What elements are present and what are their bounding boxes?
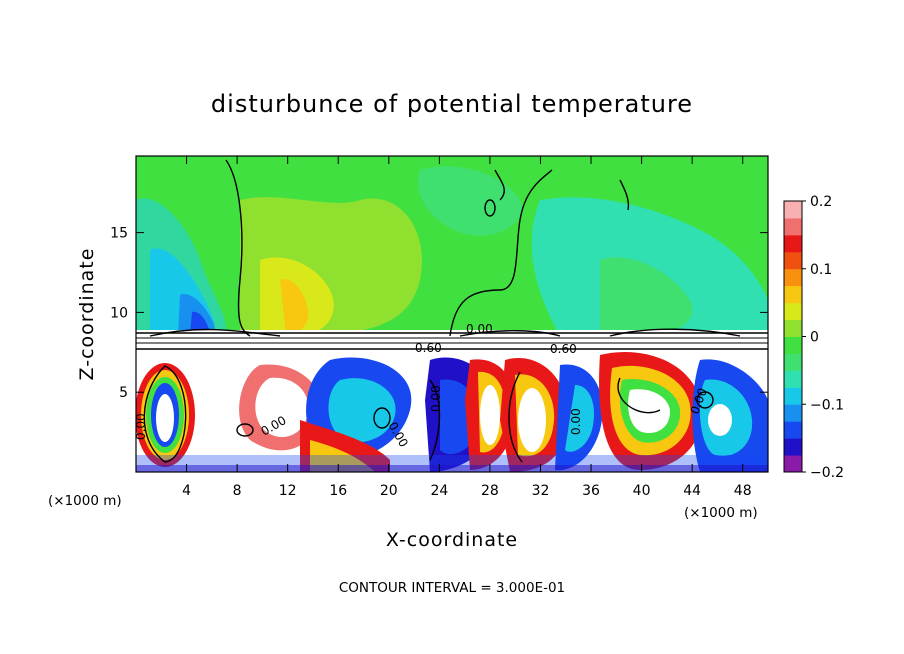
- colorbar-swatch: [784, 353, 802, 371]
- x-tick-label: 4: [182, 483, 191, 499]
- colorbar-swatch: [784, 421, 802, 439]
- contour-label: 0.00: [134, 413, 148, 440]
- contour-label: 0.00: [429, 385, 443, 412]
- colorbar-label: 0.1: [810, 262, 832, 278]
- colorbar-swatch: [784, 251, 802, 270]
- colorbar-swatch: [784, 319, 802, 337]
- y-axis: 5 10 15: [110, 226, 768, 401]
- contour-label: 0.00: [569, 408, 583, 435]
- y-axis-label: Z-coordinate: [76, 248, 98, 381]
- colorbar-swatch: [784, 268, 802, 287]
- y-tick-label: 15: [110, 226, 128, 242]
- contour-label: 0.60: [550, 342, 577, 356]
- x-tick-label: 8: [233, 483, 242, 499]
- upper-blob-lime-right: [600, 257, 693, 335]
- colorbar-label: −0.2: [810, 465, 844, 481]
- lower-vortices: [136, 352, 768, 472]
- colorbar-swatch: [784, 302, 802, 321]
- colorbar-label: 0.2: [810, 194, 832, 210]
- x-tick-label: 32: [532, 483, 550, 499]
- colorbar-swatch: [784, 201, 802, 219]
- colorbar-swatch: [784, 455, 802, 473]
- colorbar-swatch: [784, 438, 802, 456]
- colorbar-swatch: [784, 370, 802, 388]
- contour-label: 0.00: [466, 322, 493, 336]
- x-tick-label: 20: [380, 483, 398, 499]
- footer-note: CONTOUR INTERVAL = 3.000E-01: [339, 580, 565, 596]
- colorbar-swatch: [784, 387, 802, 405]
- colorbar-swatch: [784, 234, 802, 253]
- y-tick-label: 10: [110, 305, 128, 321]
- x-tick-label: 24: [430, 483, 448, 499]
- colorbar: 0.2 0.1 0 −0.1 −0.2: [783, 194, 844, 481]
- colorbar-swatch: [784, 336, 802, 354]
- x-axis-label: X-coordinate: [386, 529, 518, 551]
- x-unit-right: (×1000 m): [684, 505, 758, 521]
- upper-blob-blue2: [190, 311, 210, 334]
- upper-blob-lime-top: [418, 166, 522, 236]
- x-tick-label: 44: [683, 483, 701, 499]
- x-tick-label: 12: [279, 483, 297, 499]
- x-tick-label: 48: [734, 483, 752, 499]
- x-axis: 4 8 12 16 20 24 28 32 36 40 44 48: [182, 156, 752, 499]
- chart-title: disturbunce of potential temperature: [211, 90, 693, 118]
- x-tick-label: 40: [633, 483, 651, 499]
- x-tick-label: 36: [582, 483, 600, 499]
- contour-lines: [143, 159, 741, 463]
- x-unit-left: (×1000 m): [48, 493, 122, 509]
- y-tick-label: 5: [119, 385, 128, 401]
- colorbar-label: −0.1: [810, 397, 844, 413]
- x-tick-label: 16: [329, 483, 347, 499]
- colorbar-swatch: [784, 285, 802, 304]
- upper-blob-orange: [280, 279, 309, 334]
- x-tick-label: 28: [481, 483, 499, 499]
- contour-label: 0.60: [415, 341, 442, 355]
- colorbar-swatch: [784, 217, 802, 236]
- colorbar-swatch: [784, 404, 802, 422]
- plot-area: [136, 156, 768, 472]
- plot-frame: [135, 155, 769, 473]
- boundary-band: [136, 330, 768, 350]
- colorbar-label: 0: [810, 330, 819, 346]
